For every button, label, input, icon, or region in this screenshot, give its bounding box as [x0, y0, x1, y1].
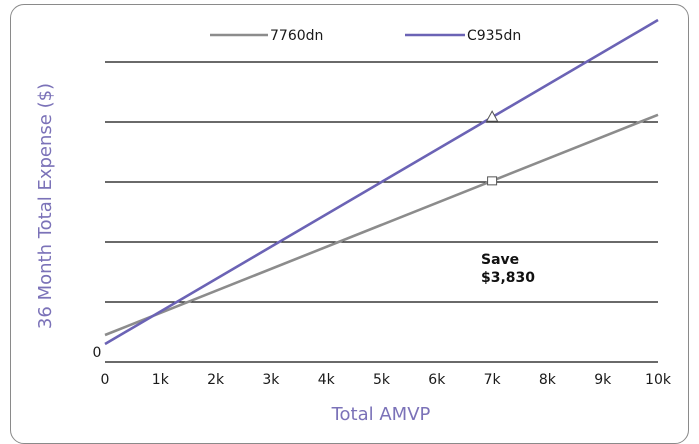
legend: 7760dn C935dn — [210, 28, 521, 44]
series-line-C935dn — [104, 18, 659, 346]
y-axis-title: 36 Month Total Expense ($) — [35, 83, 56, 329]
y-tick-label: 0 — [93, 345, 102, 361]
triangle-marker — [485, 110, 499, 122]
series-line-7760dn — [104, 113, 659, 337]
y-tick-labels: 0 — [93, 345, 102, 361]
x-tick-label: 9k — [594, 372, 612, 388]
line-chart: 0 1k 2k 3k 4k 5k 6k 7k 8k 9k 10k 0 7760dn C935dn To… — [35, 18, 672, 425]
x-tick-label: 1k — [152, 372, 170, 388]
x-tick-label: 7k — [484, 372, 502, 388]
x-tick-label: 4k — [318, 372, 336, 388]
x-tick-label: 2k — [207, 372, 225, 388]
annotation-line-1: Save — [481, 252, 519, 268]
gridlines — [105, 61, 658, 363]
x-tick-label: 0 — [101, 372, 110, 388]
square-marker — [487, 176, 498, 186]
savings-annotation: Save $3,830 — [481, 252, 535, 286]
x-tick-label: 10k — [645, 372, 672, 388]
x-tick-labels: 0 1k 2k 3k 4k 5k 6k 7k 8k 9k 10k — [101, 372, 672, 388]
x-tick-label: 8k — [539, 372, 557, 388]
series-markers — [485, 110, 499, 186]
x-axis-title: Total AMVP — [331, 404, 431, 425]
annotation-line-2: $3,830 — [481, 270, 535, 286]
legend-label: C935dn — [467, 28, 521, 44]
chart-container: 0 1k 2k 3k 4k 5k 6k 7k 8k 9k 10k 0 7760dn C935dn To… — [10, 4, 689, 444]
x-tick-label: 6k — [428, 372, 446, 388]
series-lines — [104, 18, 659, 346]
x-tick-label: 3k — [262, 372, 280, 388]
legend-label: 7760dn — [270, 28, 323, 44]
x-tick-label: 5k — [373, 372, 391, 388]
